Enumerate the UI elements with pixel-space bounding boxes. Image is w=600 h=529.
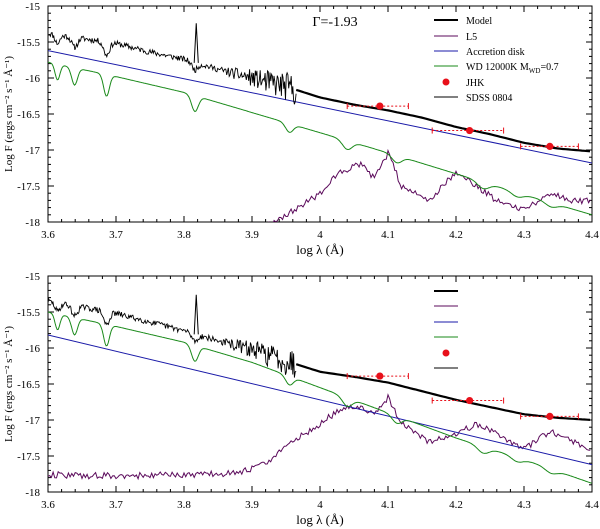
x-tick-label: 4.4 [585,229,599,241]
x-tick-label: 4.4 [585,499,599,511]
y-tick-label: -18 [25,217,40,229]
legend-jhk-marker [442,349,450,357]
bottom-panel: 3.6 3.7 3.8 3.9 4 4.1 4.2 4.3 4.4 -15 -15.5 -16 -16.… [3,271,599,527]
x-tick-label: 4.1 [381,229,395,241]
legend-subscript: WD [529,67,541,75]
plot-area [48,294,592,484]
model-series-line [295,363,591,421]
x-tick-label: 3.9 [245,499,259,511]
legend-jhk-marker [442,78,450,86]
sdss-spectrum-line [48,31,297,105]
x-tick-label: 4.1 [381,499,395,511]
plot-area [48,23,592,222]
y-tick-label: -15.5 [17,307,40,319]
x-tick-label: 4.3 [517,229,531,241]
legend-l5-label: L5 [466,32,477,43]
x-tick-label: 4 [317,229,323,241]
x-axis-label: log λ (Å) [296,512,343,527]
legend-accretion-label: Accretion disk [466,47,525,58]
y-axis-label: Log F (ergs cm⁻² s⁻¹ Å⁻¹) [3,326,15,442]
jhk-point [546,412,554,420]
sdss-emission-line [193,294,199,335]
y-tick-label: -15.5 [17,37,40,49]
jhk-point [546,142,554,150]
x-tick-label: 3.7 [109,499,123,511]
y-tick-label: -16.5 [17,109,40,121]
x-tick-label: 3.6 [41,229,55,241]
plot-frame [47,275,593,493]
legend-sdss-label: SDSS 0804 [466,93,512,104]
x-tick-label: 3.6 [41,499,55,511]
legend-suffix: =0.7 [540,62,558,73]
jhk-point [466,126,474,135]
gamma-annotation: Γ=-1.93 [312,15,357,30]
y-tick-label: -16 [25,343,40,355]
y-tick-label: -17.5 [17,181,40,193]
jhk-point [466,396,474,405]
accretion-disk-line [48,334,592,466]
y-tick-label: -17.5 [17,451,40,463]
l5-series-line [48,393,591,481]
x-tick-label: 3.9 [245,229,259,241]
wd-series-line [48,61,592,216]
y-tick-label: -17 [25,415,40,427]
x-axis-label: log λ (Å) [296,242,343,257]
sdss-spectrum-line [48,297,297,378]
sdss-emission-line [193,23,199,63]
legend-wd-label: WD 12000K MWD=0.7 [466,62,559,75]
x-tick-label: 4.3 [517,499,531,511]
plot-frame [47,5,593,223]
x-tick-label: 3.8 [177,499,191,511]
y-axis-label: Log F (ergs cm⁻² s⁻¹ Å⁻¹) [3,56,15,172]
y-tick-label: -15 [25,271,40,283]
l5-series-line [268,148,591,222]
x-tick-label: 4.2 [449,499,463,511]
jhk-point [376,102,384,110]
wd-series-line [48,311,592,484]
jhk-point [376,372,384,380]
model-series-line [295,88,591,153]
y-tick-label: -18 [25,487,40,499]
x-tick-label: 4 [317,499,323,511]
y-tick-label: -16 [25,73,40,85]
x-tick-label: 3.7 [109,229,123,241]
y-tick-label: -15 [25,1,40,13]
y-tick-label: -17 [25,145,40,157]
legend-model-label: Model [466,16,492,27]
accretion-disk-line [48,50,592,164]
top-panel: 3.6 3.7 3.8 3.9 4 4.1 4.2 4.3 4.4 -15 -15.5 -16 -16.… [3,1,599,257]
legend-jhk-label: JHK [466,78,485,89]
y-tick-label: -16.5 [17,379,40,391]
x-tick-label: 4.2 [449,229,463,241]
x-tick-label: 3.8 [177,229,191,241]
